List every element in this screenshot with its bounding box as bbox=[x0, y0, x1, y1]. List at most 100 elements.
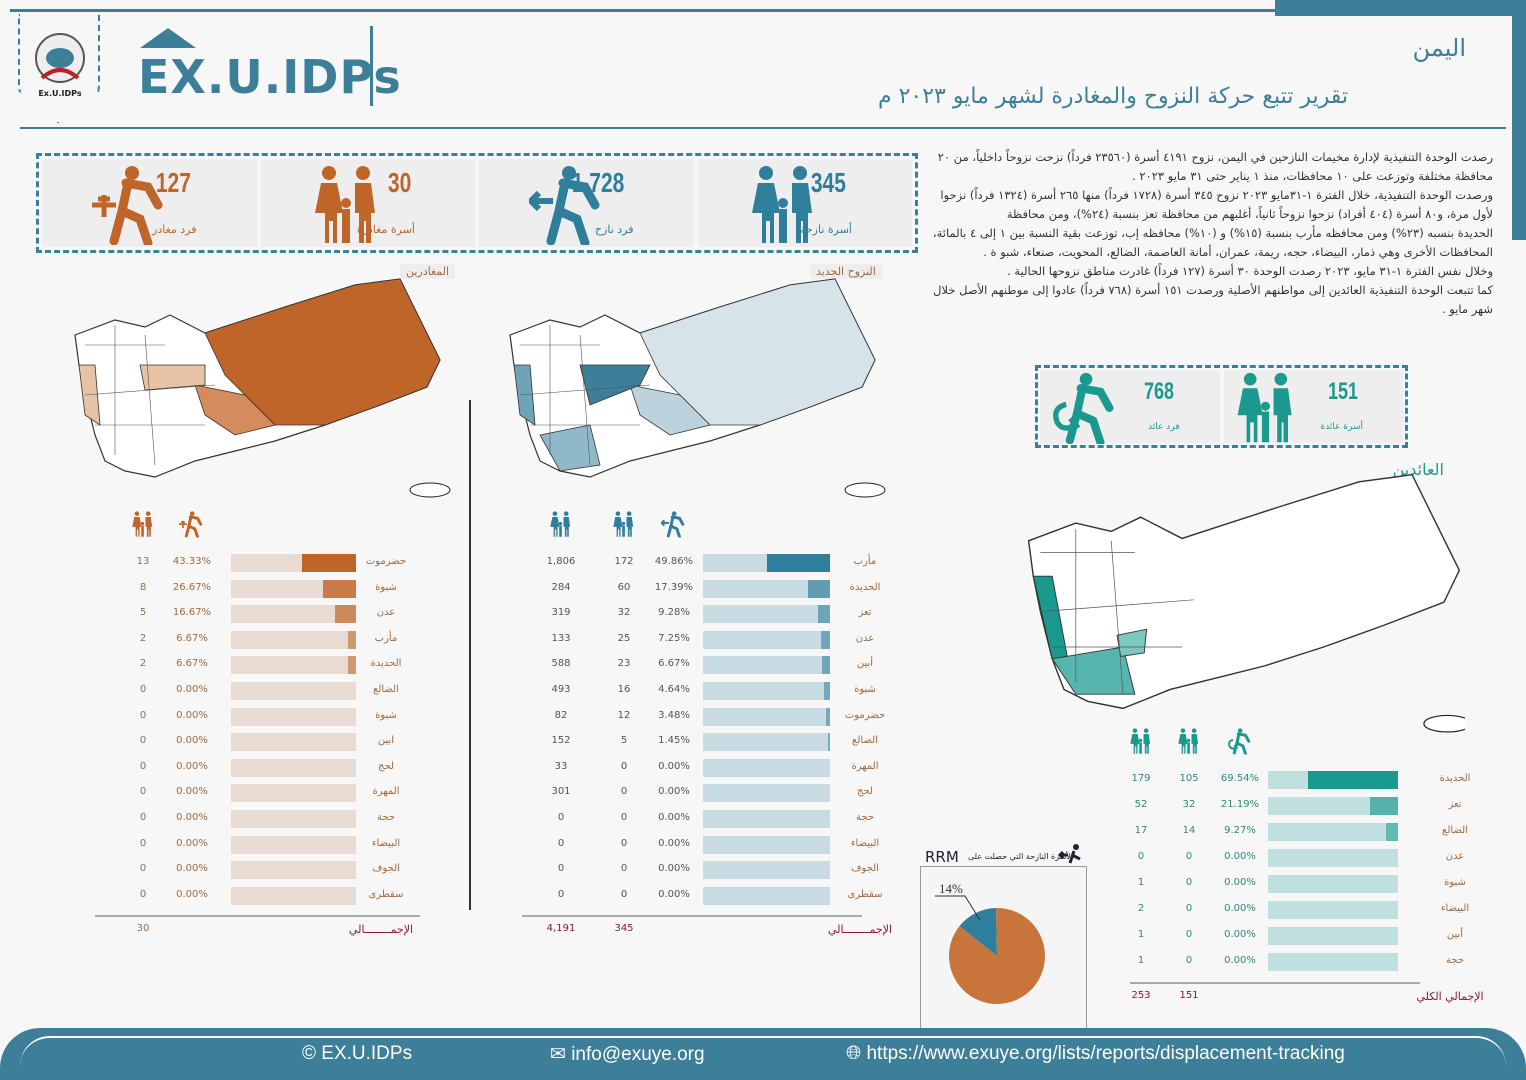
footer-email[interactable]: ✉ info@exuye.org bbox=[550, 1043, 705, 1066]
country-title: اليمن bbox=[1412, 34, 1466, 62]
row-families: 0 bbox=[139, 760, 147, 772]
bar-track bbox=[1268, 953, 1398, 971]
rrm-subtitle: الأسرة النازحة التي حصلت على bbox=[968, 852, 1074, 861]
row-percent: 1.45% bbox=[658, 735, 690, 747]
bar-track bbox=[1268, 927, 1398, 945]
row-governorate: سقطرى bbox=[847, 888, 883, 900]
bar-track bbox=[703, 707, 830, 726]
row-percent: 17.39% bbox=[654, 581, 694, 593]
total-families: 30 bbox=[136, 923, 150, 935]
bar-track bbox=[703, 784, 830, 803]
row-ytd: 1 bbox=[1137, 877, 1145, 888]
row-families: 0 bbox=[139, 786, 147, 798]
row-families: 0 bbox=[620, 760, 628, 772]
row-governorate: الضالع bbox=[373, 684, 399, 695]
row-families: 0 bbox=[139, 863, 147, 875]
row-governorate: الحديدة bbox=[370, 658, 402, 670]
bar-track bbox=[703, 630, 830, 649]
row-governorate: المهرة bbox=[851, 760, 879, 772]
stat-label: فرد مغادر bbox=[152, 223, 197, 236]
logo-badge bbox=[18, 14, 100, 124]
row-families: 8 bbox=[139, 581, 147, 593]
bar-track bbox=[1268, 849, 1398, 867]
row-families: 32 bbox=[1182, 799, 1196, 810]
column-icon-individuals bbox=[1227, 728, 1253, 756]
row-families: 0 bbox=[620, 863, 628, 875]
row-percent: 0.00% bbox=[176, 812, 208, 823]
bar-track bbox=[703, 835, 830, 854]
column-icon-individuals bbox=[660, 511, 687, 539]
pie-slice bbox=[959, 908, 997, 956]
bar-fill bbox=[347, 656, 356, 675]
stat-value: 127 bbox=[155, 167, 191, 198]
bar-fill bbox=[828, 733, 830, 752]
row-families: 60 bbox=[617, 581, 631, 593]
row-percent: 0.00% bbox=[1224, 955, 1256, 966]
family-icon bbox=[311, 165, 381, 249]
column-icon-families bbox=[612, 511, 635, 539]
footer-url-text: https://www.exuye.org/lists/reports/disp… bbox=[866, 1043, 1345, 1064]
row-families: 0 bbox=[139, 684, 147, 695]
row-percent: 0.00% bbox=[1224, 929, 1256, 940]
row-families: 32 bbox=[617, 607, 631, 619]
bar-fill bbox=[301, 554, 356, 572]
row-percent: 0.00% bbox=[176, 709, 208, 721]
bar-track bbox=[231, 579, 356, 598]
row-ytd: 1,806 bbox=[546, 556, 576, 567]
total-label: الإجمــــــــالي bbox=[348, 923, 414, 937]
row-governorate: الحديدة bbox=[1439, 773, 1471, 784]
row-percent: 21.19% bbox=[1220, 799, 1260, 810]
row-ytd: 284 bbox=[551, 581, 571, 593]
row-percent: 0.00% bbox=[176, 684, 208, 695]
footer-url[interactable]: 🌐︎ https://www.exuye.org/lists/reports/d… bbox=[846, 1043, 1345, 1065]
bar-fill bbox=[1370, 797, 1398, 815]
row-families: 2 bbox=[139, 632, 147, 644]
row-percent: 7.25% bbox=[658, 632, 690, 644]
bar-fill bbox=[825, 707, 830, 726]
row-percent: 0.00% bbox=[658, 760, 690, 772]
row-ytd: 1 bbox=[1137, 955, 1145, 966]
bar-track bbox=[231, 630, 356, 649]
row-ytd: 0 bbox=[557, 888, 565, 900]
row-families: 12 bbox=[617, 709, 631, 721]
stat-label: أسرة مغادرة bbox=[356, 223, 415, 236]
row-families: 0 bbox=[139, 837, 147, 849]
column-icon-ytd bbox=[549, 511, 572, 539]
row-ytd: 0 bbox=[557, 837, 565, 849]
bar-track bbox=[1268, 823, 1398, 841]
return-stat-1: 151 أسرة عائدة bbox=[1223, 370, 1403, 443]
row-families: 16 bbox=[617, 684, 631, 695]
bar-fill bbox=[807, 579, 830, 598]
row-ytd: 319 bbox=[551, 607, 571, 619]
row-governorate: حجة bbox=[377, 812, 395, 823]
bar-fill bbox=[1307, 771, 1398, 789]
row-percent: 26.67% bbox=[172, 581, 212, 593]
bar-track bbox=[231, 554, 356, 572]
total-ytd: 253 bbox=[1131, 990, 1151, 1001]
bar-track bbox=[1268, 771, 1398, 789]
mail-icon: ✉ bbox=[550, 1044, 572, 1065]
family-icon bbox=[748, 165, 818, 249]
bar-track bbox=[231, 733, 356, 752]
rrm-pie-chart: 14% bbox=[935, 881, 1045, 1004]
header-rule bbox=[20, 127, 1506, 129]
stat-value: 345 bbox=[811, 167, 847, 198]
row-percent: 6.67% bbox=[176, 632, 208, 644]
row-governorate: الحديدة bbox=[849, 581, 881, 593]
row-ytd: 0 bbox=[1137, 851, 1145, 862]
row-governorate: مأرب bbox=[853, 556, 877, 567]
bar-fill bbox=[322, 579, 356, 598]
footer-brand[interactable]: © EX.U.IDPs bbox=[302, 1043, 412, 1065]
bar-fill bbox=[821, 656, 830, 675]
column-icon-families bbox=[131, 511, 154, 539]
pie-label: 14% bbox=[939, 881, 963, 896]
family-icon bbox=[1234, 372, 1297, 448]
stat-0: 127 فرد مغادر bbox=[42, 159, 257, 248]
paragraph: رصدت الوحدة التنفيذية لإدارة مخيمات النا… bbox=[937, 150, 1493, 183]
table-rule bbox=[522, 915, 862, 918]
row-ytd: 133 bbox=[551, 632, 571, 644]
row-ytd: 0 bbox=[557, 812, 565, 823]
row-families: 0 bbox=[620, 888, 628, 900]
row-governorate: عدن bbox=[855, 632, 875, 644]
row-governorate: المهرة bbox=[372, 786, 400, 798]
